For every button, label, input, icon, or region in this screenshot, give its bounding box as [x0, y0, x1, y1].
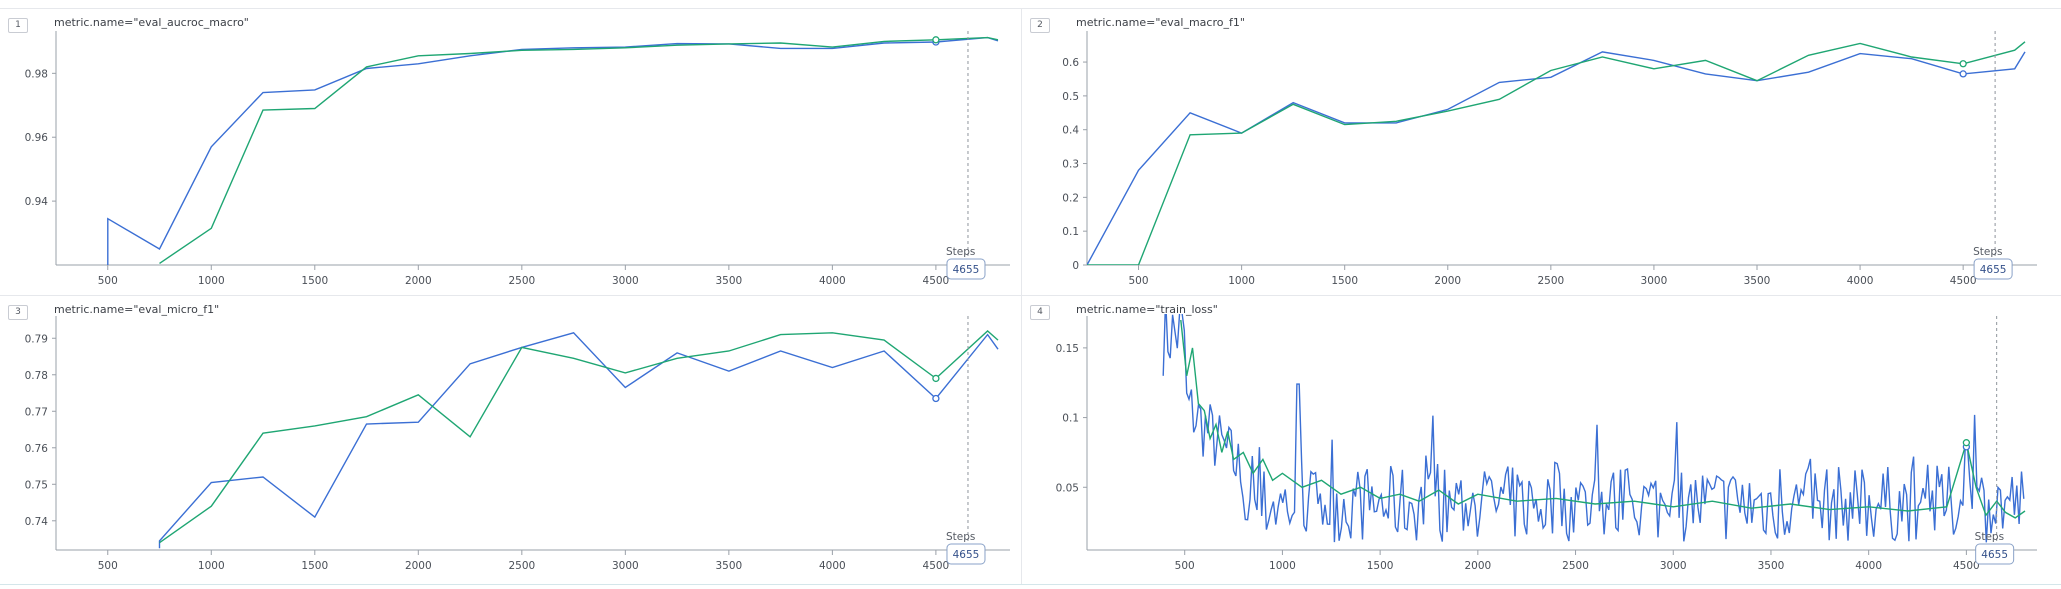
x-tick-label: 3000 — [1641, 275, 1668, 287]
x-tick-label: 2500 — [508, 275, 535, 287]
x-tick-label: 500 — [1175, 560, 1195, 572]
chart-svg[interactable]: 0.74 0.75 0.76 0.77 0.78 0.79 500 1000 1500 2000 2… — [0, 296, 1022, 585]
cursor-value-badge: 4655 — [946, 543, 986, 565]
x-tick-label: 1500 — [1367, 560, 1394, 572]
y-tick-label: 0.77 — [25, 406, 48, 418]
panel-index-badge: 3 — [8, 305, 28, 320]
y-tick-label: 0.4 — [1062, 125, 1079, 137]
series-line-green — [1180, 319, 2026, 519]
cursor-axis-label: Steps — [1975, 531, 2004, 543]
x-tick-label: 3500 — [715, 560, 742, 572]
x-tick-label: 4000 — [1847, 275, 1874, 287]
cursor-axis-label: Steps — [1973, 246, 2002, 258]
y-tick-label: 0.79 — [25, 333, 48, 345]
hover-marker — [1959, 70, 1967, 78]
x-tick-label: 3500 — [1744, 275, 1771, 287]
series-line-blue — [1087, 51, 2026, 265]
cursor-axis-label: Steps — [946, 246, 975, 258]
y-tick-label: 0.98 — [25, 68, 48, 80]
x-tick-label: 4000 — [819, 560, 846, 572]
y-tick-label: 0.74 — [25, 516, 49, 528]
panel-index-badge: 4 — [1030, 305, 1050, 320]
x-tick-label: 2000 — [1434, 275, 1461, 287]
cursor-value: 4655 — [953, 264, 980, 276]
chart-svg[interactable]: 0.05 0.1 0.15 500 1000 1500 2000 2500 3000 3500 40… — [1022, 296, 2061, 585]
x-tick-label: 1000 — [1269, 560, 1296, 572]
series-line-blue — [158, 332, 999, 549]
series-line-blue — [1162, 314, 2025, 543]
cursor-value-badge: 4655 — [1975, 543, 2015, 565]
y-tick-label: 0.15 — [1056, 343, 1079, 355]
x-tick-label: 2000 — [405, 275, 432, 287]
x-tick-label: 1000 — [1228, 275, 1255, 287]
y-tick-label: 0.94 — [25, 196, 49, 208]
x-tick-label: 1500 — [301, 275, 328, 287]
panel-title: metric.name="eval_micro_f1" — [54, 303, 220, 316]
panel-train-loss: 4 metric.name="train_loss" 0.05 0.1 0.15 50… — [1022, 295, 2061, 584]
series-line-green — [1087, 41, 2026, 265]
y-tick-label: 0.1 — [1062, 226, 1079, 238]
x-tick-label: 4000 — [819, 275, 846, 287]
series-line-green — [159, 36, 999, 264]
x-tick-label: 4500 — [923, 560, 950, 572]
x-tick-label: 3500 — [1758, 560, 1785, 572]
y-tick-label: 0.3 — [1062, 159, 1079, 171]
y-tick-label: 0.1 — [1062, 413, 1079, 425]
y-tick-label: 0.75 — [25, 479, 48, 491]
panel-eval-aucroc-macro: 1 metric.name="eval_aucroc_macro" 0.94 0.… — [0, 8, 1022, 295]
series-line-green — [159, 330, 999, 544]
panel-eval-macro-f1: 2 metric.name="eval_macro_f1" 0 0.1 0.2 0.3… — [1022, 8, 2061, 295]
x-tick-label: 4500 — [923, 275, 950, 287]
x-tick-label: 3000 — [1660, 560, 1687, 572]
hover-marker — [932, 394, 940, 403]
x-tick-label: 1500 — [301, 560, 328, 572]
x-tick-label: 500 — [98, 275, 118, 287]
panel-eval-micro-f1: 3 metric.name="eval_micro_f1" 0.74 0.75 0.… — [0, 295, 1022, 584]
hover-marker — [932, 36, 940, 44]
x-tick-label: 3000 — [612, 560, 639, 572]
y-tick-label: 0.76 — [25, 443, 49, 455]
panel-title: metric.name="train_loss" — [1076, 303, 1218, 316]
x-tick-label: 1000 — [198, 560, 225, 572]
x-tick-label: 1500 — [1331, 275, 1358, 287]
y-tick-label: 0.96 — [25, 132, 49, 144]
x-tick-label: 2000 — [1464, 560, 1491, 572]
y-tick-label: 0 — [1072, 260, 1079, 272]
x-tick-label: 3000 — [612, 275, 639, 287]
x-tick-label: 2000 — [405, 560, 432, 572]
cursor-axis-label: Steps — [946, 531, 975, 543]
panel-title: metric.name="eval_aucroc_macro" — [54, 16, 249, 29]
x-tick-label: 4500 — [1950, 275, 1977, 287]
y-tick-label: 0.78 — [25, 370, 48, 382]
y-tick-label: 0.2 — [1062, 192, 1079, 204]
hover-marker — [932, 374, 940, 383]
panel-index-badge: 1 — [8, 18, 28, 33]
cursor-value: 4655 — [1981, 549, 2008, 561]
footer-divider — [0, 584, 2061, 585]
cursor-value-badge: 4655 — [1973, 258, 2013, 280]
panel-title: metric.name="eval_macro_f1" — [1076, 16, 1245, 29]
y-tick-label: 0.05 — [1056, 482, 1079, 494]
x-tick-label: 4000 — [1855, 560, 1882, 572]
x-tick-label: 2500 — [1537, 275, 1564, 287]
x-tick-label: 500 — [98, 560, 118, 572]
cursor-value: 4655 — [953, 549, 980, 561]
x-tick-label: 3500 — [715, 275, 742, 287]
y-tick-label: 0.5 — [1062, 91, 1079, 103]
x-tick-label: 2500 — [508, 560, 535, 572]
series-line-blue — [107, 36, 999, 265]
chart-svg[interactable]: 0.94 0.96 0.98 500 1000 1500 2000 2500 3000 3500 4… — [0, 9, 1022, 296]
y-tick-label: 0.6 — [1062, 57, 1079, 69]
x-tick-label: 4500 — [1953, 560, 1980, 572]
chart-svg[interactable]: 0 0.1 0.2 0.3 0.4 0.5 0.6 500 1000 1500 2000 2500 30… — [1022, 9, 2061, 296]
x-tick-label: 1000 — [198, 275, 225, 287]
hover-marker — [1962, 439, 1971, 447]
cursor-value-badge: 4655 — [946, 258, 986, 280]
panel-index-badge: 2 — [1030, 18, 1050, 33]
x-tick-label: 2500 — [1562, 560, 1589, 572]
x-tick-label: 500 — [1129, 275, 1149, 287]
hover-marker — [1959, 60, 1967, 68]
cursor-value: 4655 — [1980, 264, 2007, 276]
